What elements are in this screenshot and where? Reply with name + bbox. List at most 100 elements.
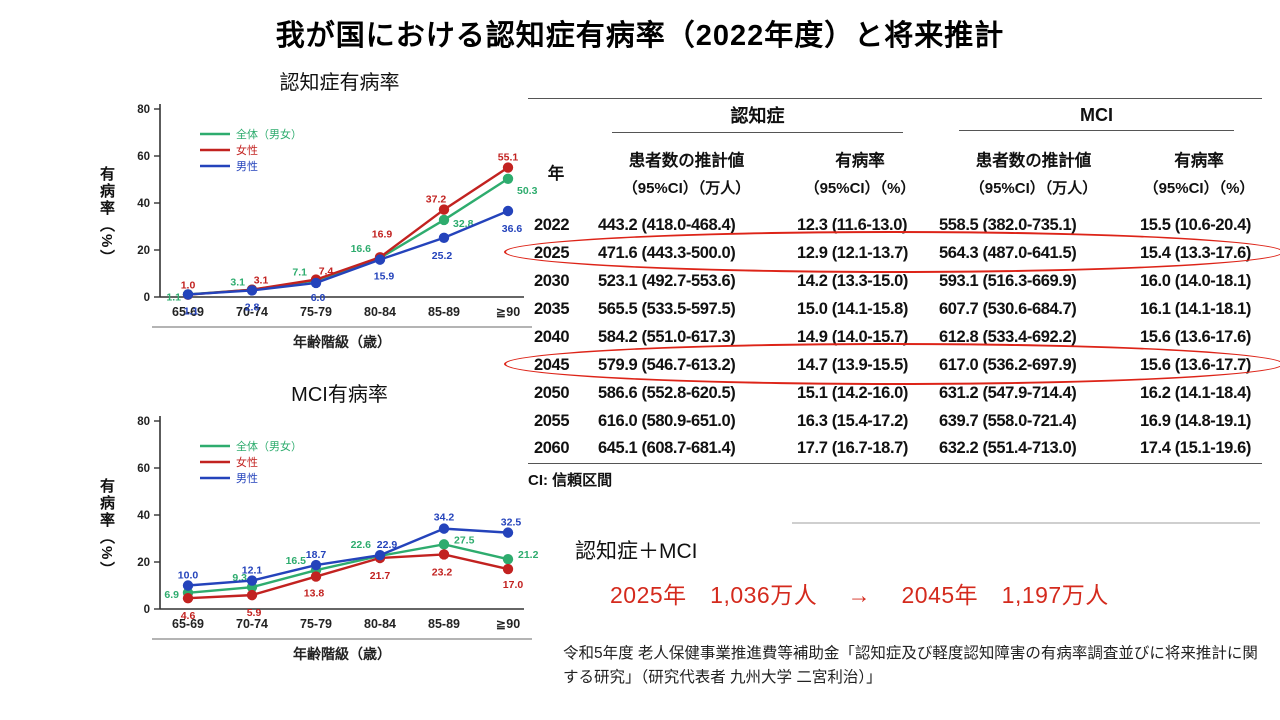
value-cell: 617.0 (536.2-697.9) [939, 355, 1077, 374]
value-cell: 631.2 (547.9-714.4) [939, 383, 1077, 402]
value-cell: 14.9 (14.0-15.7) [797, 327, 909, 346]
table-row: 2035 565.5 (533.5-597.5) 15.0 (14.1-15.8) 6… [528, 295, 1262, 323]
value-cell: 14.2 (13.3-15.0) [797, 271, 909, 290]
year-cell: 2022 [534, 215, 570, 234]
svg-text:25.2: 25.2 [432, 250, 453, 262]
svg-text:60: 60 [137, 463, 150, 475]
svg-text:16.9: 16.9 [372, 228, 393, 240]
svg-text:6.9: 6.9 [164, 589, 179, 601]
value-cell: 586.6 (552.8-620.5) [598, 383, 736, 402]
value-cell: 645.1 (608.7-681.4) [584, 435, 789, 464]
value-cell: 15.0 (14.1-15.8) [797, 299, 909, 318]
year-cell: 2035 [534, 299, 570, 318]
svg-text:6.0: 6.0 [311, 292, 326, 304]
svg-text:12.1: 12.1 [242, 565, 263, 577]
year-cell: 2030 [534, 271, 570, 290]
value-cell: 443.2 (418.0-468.4) [598, 215, 736, 234]
svg-text:1.1: 1.1 [184, 305, 199, 317]
col-header-mci-patients: 患者数の推計値 （95%CI）（万人） [969, 151, 1098, 197]
value-cell: 607.7 (530.6-684.7) [939, 299, 1077, 318]
svg-text:20: 20 [137, 557, 150, 569]
svg-text:18.7: 18.7 [306, 549, 327, 561]
svg-text:2.8: 2.8 [245, 301, 260, 313]
value-cell: 16.2 (14.1-18.4) [1140, 383, 1252, 402]
svg-text:年齢階級（歳）: 年齢階級（歳） [293, 646, 391, 662]
svg-text:年齢階級（歳）: 年齢階級（歳） [293, 334, 391, 350]
value-cell: 16.1 (14.1-18.1) [1140, 299, 1252, 318]
svg-text:15.9: 15.9 [374, 271, 395, 283]
svg-text:60: 60 [137, 151, 150, 163]
svg-text:7.1: 7.1 [292, 266, 307, 278]
group-header-mci: MCI [931, 98, 1262, 133]
value-cell: 565.5 (533.5-597.5) [598, 299, 736, 318]
svg-text:20: 20 [137, 245, 150, 257]
value-cell: 579.9 (546.7-613.2) [598, 355, 736, 374]
svg-text:80: 80 [137, 104, 150, 116]
svg-text:70-74: 70-74 [236, 617, 268, 631]
value-cell: 14.7 (13.9-15.5) [797, 355, 909, 374]
table-row: 2030 523.1 (492.7-553.6) 14.2 (13.3-15.0) 5… [528, 267, 1262, 295]
svg-text:21.7: 21.7 [370, 570, 391, 582]
mci-prevalence-chart: MCI有病率 有病率（%） 0 20 40 60 80 65-69 70-74 75-79 80… [82, 378, 542, 690]
table-row: 2022 443.2 (418.0-468.4) 12.3 (11.6-13.0) 5… [528, 211, 1262, 239]
svg-text:40: 40 [137, 198, 150, 210]
svg-text:40: 40 [137, 510, 150, 522]
svg-text:55.1: 55.1 [498, 152, 519, 164]
year-cell: 2050 [534, 383, 570, 402]
col-header-year: 年 [547, 165, 565, 183]
projection-table: 認知症 MCI 年 患者数の推計値 （95%CI）（万人） 有病率 （95%CI… [528, 98, 1262, 464]
svg-text:10.0: 10.0 [178, 570, 199, 582]
value-cell: 15.6 (13.6-17.6) [1140, 327, 1252, 346]
year-cell: 2025 [534, 243, 570, 262]
year-cell: 2055 [534, 411, 570, 430]
svg-text:50.3: 50.3 [517, 185, 538, 197]
svg-text:全体（男女）: 全体（男女） [236, 127, 302, 141]
year-cell: 2040 [534, 327, 570, 346]
svg-text:男性: 男性 [236, 471, 258, 485]
svg-text:32.5: 32.5 [501, 517, 522, 529]
value-cell: 523.1 (492.7-553.6) [598, 271, 736, 290]
year-cell: 2060 [528, 435, 584, 464]
svg-text:36.6: 36.6 [502, 223, 523, 235]
value-cell: 558.5 (382.0-735.1) [939, 215, 1077, 234]
svg-text:22.9: 22.9 [377, 539, 398, 551]
group-header-spacer [528, 98, 584, 133]
value-cell: 16.9 (14.8-19.1) [1140, 411, 1252, 430]
value-cell: 632.2 (551.4-713.0) [931, 435, 1136, 464]
value-cell: 616.0 (580.9-651.0) [598, 411, 736, 430]
svg-text:65-69: 65-69 [172, 617, 204, 631]
svg-text:7.4: 7.4 [319, 266, 334, 278]
svg-text:37.2: 37.2 [426, 194, 447, 206]
summary-stat: 2025年 1,036万人 → 2045年 1,197万人 [610, 582, 1109, 608]
svg-text:3.1: 3.1 [230, 277, 245, 289]
group-header-dementia: 認知症 [584, 98, 931, 133]
svg-text:75-79: 75-79 [300, 305, 332, 319]
value-cell: 15.6 (13.6-17.7) [1140, 355, 1252, 374]
year-cell: 2045 [534, 355, 570, 374]
svg-text:23.2: 23.2 [432, 566, 453, 578]
svg-text:1.1: 1.1 [166, 291, 181, 303]
value-cell: 612.8 (533.4-692.2) [939, 327, 1077, 346]
divider-line [792, 522, 1260, 524]
svg-text:≧90: ≧90 [496, 617, 520, 631]
page-title: 我が国における認知症有病率（2022年度）と将来推計 [275, 20, 1005, 52]
svg-text:65-69: 65-69 [172, 305, 204, 319]
value-cell: 639.7 (558.0-721.4) [939, 411, 1077, 430]
svg-text:女性: 女性 [236, 143, 258, 157]
col-header-mci-prevalence: 有病率 （95%CI）（%） [1143, 151, 1255, 197]
col-header-dementia-patients: 患者数の推計値 （95%CI）（万人） [622, 151, 751, 197]
svg-text:75-79: 75-79 [300, 617, 332, 631]
svg-text:3.1: 3.1 [254, 275, 269, 287]
svg-text:男性: 男性 [236, 159, 258, 173]
svg-text:≧90: ≧90 [496, 305, 520, 319]
svg-text:0: 0 [144, 292, 150, 304]
value-cell: 15.1 (14.2-16.0) [797, 383, 909, 402]
projection-table-wrap: 認知症 MCI 年 患者数の推計値 （95%CI）（万人） 有病率 （95%CI… [504, 98, 1280, 490]
value-cell: 12.9 (12.1-13.7) [797, 243, 909, 262]
table-row: 2045 579.9 (546.7-613.2) 14.7 (13.9-15.5) 6… [528, 351, 1262, 379]
dementia-y-axis-label: 有病率（%） [98, 166, 115, 267]
value-cell: 593.1 (516.3-669.9) [939, 271, 1077, 290]
svg-text:85-89: 85-89 [428, 617, 460, 631]
value-cell: 17.4 (15.1-19.6) [1136, 435, 1262, 464]
value-cell: 16.0 (14.0-18.1) [1140, 271, 1252, 290]
